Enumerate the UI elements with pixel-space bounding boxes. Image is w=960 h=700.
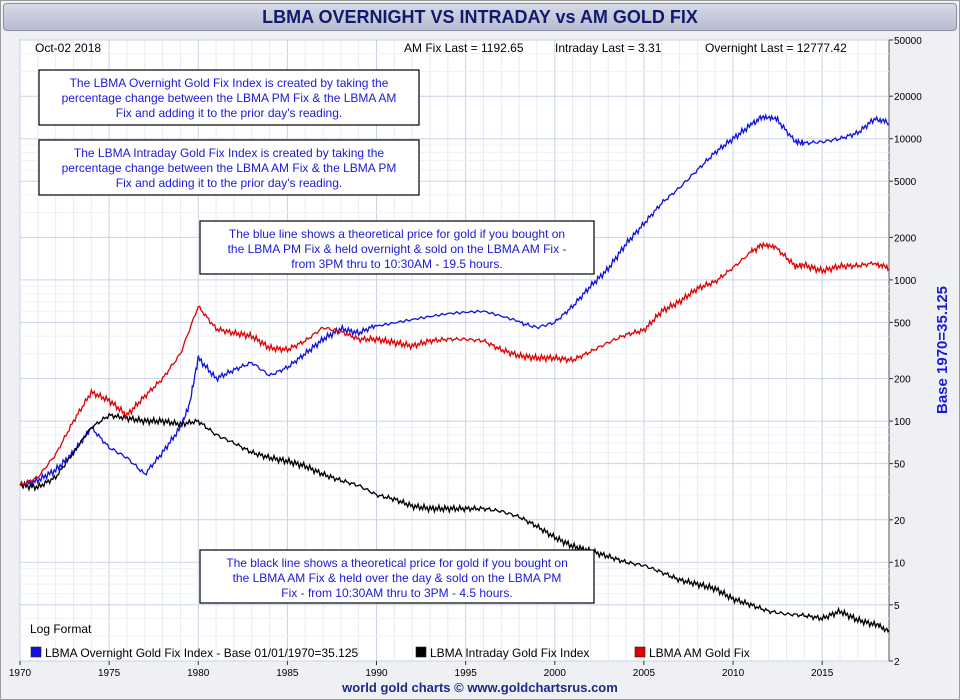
legend: LBMA Overnight Gold Fix Index - Base 01/…	[30, 646, 750, 660]
annotation-line: the LBMA AM Fix & held over the day & so…	[233, 571, 562, 585]
footer-credit: world gold charts © www.goldchartsrus.co…	[342, 680, 618, 695]
x-tick-label: 1970	[9, 668, 32, 679]
annotation-line: Fix and adding it to the prior day's rea…	[116, 176, 342, 190]
y-tick-label: 5	[894, 601, 900, 612]
y-tick-label: 500	[894, 318, 911, 329]
legend-label: LBMA Overnight Gold Fix Index - Base 01/…	[45, 646, 359, 660]
annotation-line: The LBMA Intraday Gold Fix Index is crea…	[74, 146, 384, 160]
y-tick-label: 5000	[894, 177, 917, 188]
annotation-line: The LBMA Overnight Gold Fix Index is cre…	[70, 76, 389, 90]
annotation-box	[38, 69, 420, 126]
x-tick-label: 1990	[365, 668, 388, 679]
x-tick-label: 2005	[633, 668, 656, 679]
annotation-line: percentage change between the LBMA PM Fi…	[62, 91, 397, 105]
legend-label: LBMA AM Gold Fix	[649, 646, 750, 660]
y-tick-label: 50	[894, 460, 906, 471]
y-tick-label: 100	[894, 417, 911, 428]
y-tick-label: 10000	[894, 135, 922, 146]
annotation-box	[199, 220, 595, 275]
annotation-line: The blue line shows a theoretical price …	[229, 227, 565, 241]
series-line	[19, 241, 890, 486]
x-tick-label: 2000	[544, 668, 567, 679]
x-tick-label: 1985	[276, 668, 299, 679]
annotation-line: from 3PM thru to 10:30AM - 19.5 hours.	[291, 257, 502, 271]
y-tick-label: 50000	[894, 36, 922, 47]
annotation-line: percentage change between the LBMA AM Fi…	[62, 161, 397, 175]
y-tick-label: 200	[894, 375, 911, 386]
y-tick-label: 20	[894, 516, 906, 527]
y-axis: 50000 20000 10000 5000 2000 1000 500 200 100 50 20…	[889, 36, 922, 668]
legend-swatch	[30, 646, 42, 658]
legend-swatch	[634, 646, 646, 658]
log-format-label: Log Format	[30, 622, 92, 636]
x-tick-label: 2010	[722, 668, 745, 679]
x-tick-label: 1975	[98, 668, 121, 679]
series-layer	[19, 113, 890, 633]
y-tick-label: 20000	[894, 92, 922, 103]
series-line	[19, 113, 890, 488]
legend-label: LBMA Intraday Gold Fix Index	[430, 646, 589, 660]
header-overnight: Overnight Last = 12777.42	[705, 41, 847, 55]
y-tick-label: 10	[894, 558, 906, 569]
annotation-box	[38, 139, 420, 196]
header-date: Oct-02 2018	[35, 41, 101, 55]
x-axis: 1970 1975 1980 1985 1990 1995 2000 2005 2010 2015	[9, 661, 834, 679]
header-intraday: Intraday Last = 3.31	[555, 41, 662, 55]
series-line	[19, 412, 890, 633]
y-axis-label: Base 1970=35.125	[934, 286, 951, 414]
annotation-line: The black line shows a theoretical price…	[226, 556, 568, 570]
chart-title: LBMA OVERNIGHT VS INTRADAY vs AM GOLD FI…	[3, 3, 957, 31]
annotation-line: the LBMA PM Fix & held overnight & sold …	[228, 242, 567, 256]
y-tick-label: 2000	[894, 233, 917, 244]
x-tick-label: 1995	[455, 668, 478, 679]
y-tick-label: 1000	[894, 276, 917, 287]
legend-swatch	[415, 646, 427, 658]
annotation-box	[199, 549, 595, 604]
annotations: The LBMA Overnight Gold Fix Index is cre…	[38, 69, 595, 604]
header-am-fix: AM Fix Last = 1192.65	[404, 41, 524, 55]
annotation-line: Fix and adding it to the prior day's rea…	[116, 106, 342, 120]
y-tick-label: 2	[894, 657, 900, 668]
x-tick-label: 2015	[811, 668, 834, 679]
annotation-line: Fix - from 10:30AM thru to 3PM - 4.5 hou…	[281, 586, 512, 600]
x-tick-label: 1980	[187, 668, 210, 679]
